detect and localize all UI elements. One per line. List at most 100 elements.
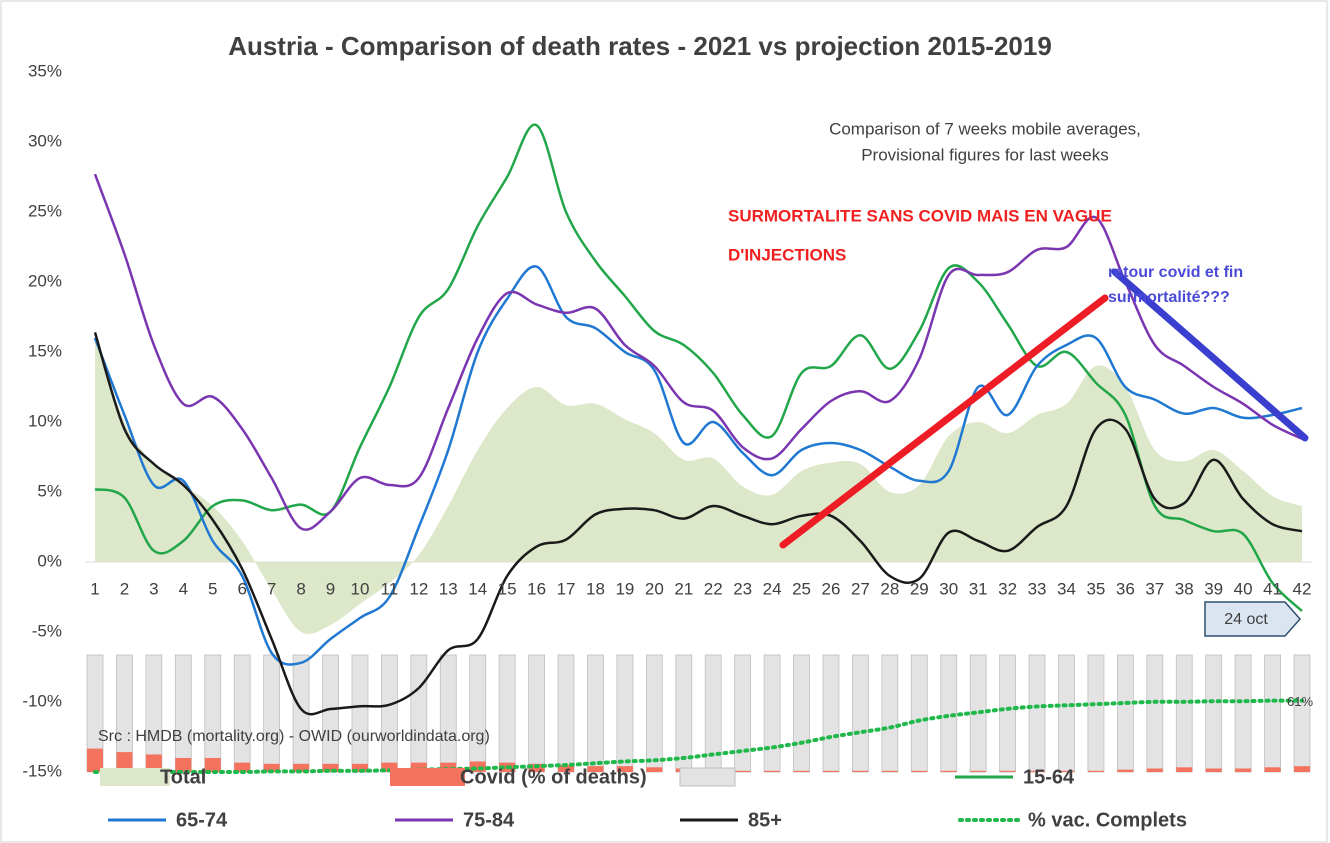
x-tick-label: 35 — [1086, 579, 1105, 598]
bar — [1117, 769, 1134, 772]
bar-background — [1264, 654, 1281, 773]
x-tick-label: 33 — [1028, 579, 1047, 598]
bar — [999, 770, 1016, 772]
x-tick-label: 17 — [557, 579, 576, 598]
bar-background — [204, 654, 222, 773]
y-tick-label: 20% — [28, 271, 62, 290]
x-tick-label: 19 — [615, 579, 634, 598]
y-tick-label: -5% — [32, 621, 62, 640]
x-tick-label: 15 — [498, 579, 517, 598]
x-tick-label: 20 — [645, 579, 664, 598]
x-tick-label: 8 — [296, 579, 305, 598]
bar — [616, 766, 633, 772]
bar — [175, 757, 192, 772]
background-layer — [85, 338, 1312, 773]
area — [95, 338, 1302, 635]
bar-background — [380, 654, 398, 773]
bar — [1235, 768, 1252, 772]
bar — [351, 763, 368, 772]
x-tick-label: 21 — [674, 579, 693, 598]
bar-background — [351, 654, 369, 773]
bar — [469, 761, 486, 772]
x-tick-label: 25 — [792, 579, 811, 598]
x-tick-label: 5 — [208, 579, 217, 598]
bar-background — [1116, 654, 1134, 773]
bar — [440, 762, 457, 772]
x-tick-label: 3 — [149, 579, 158, 598]
bar-background — [910, 654, 928, 773]
x-tick-label: 31 — [969, 579, 988, 598]
x-tick-label: 26 — [822, 579, 841, 598]
x-tick-label: 14 — [468, 579, 487, 598]
chart-title: Austria - Comparison of death rates - 20… — [228, 31, 1052, 61]
x-tick-label: 24 — [763, 579, 782, 598]
x-tick-label: 27 — [851, 579, 870, 598]
y-tick-label: -10% — [22, 691, 62, 710]
bar-background — [263, 654, 281, 773]
bar — [1087, 770, 1104, 772]
legend-label: 85+ — [748, 809, 782, 831]
x-tick-label: 42 — [1293, 579, 1312, 598]
x-tick-label: 34 — [1057, 579, 1076, 598]
line — [93, 332, 1303, 716]
bar — [793, 770, 810, 772]
bar — [1058, 770, 1075, 772]
bar — [1029, 770, 1046, 772]
annotation: D'INJECTIONS — [728, 245, 846, 264]
bar-background — [645, 654, 663, 773]
bar-background — [734, 654, 752, 773]
bar-background — [174, 654, 192, 773]
legend-swatch — [100, 768, 170, 786]
dotted-line — [93, 698, 1304, 775]
plot-layer: 61% — [87, 123, 1313, 775]
legend-swatch — [390, 768, 465, 786]
annotation: surmortalité??? — [1108, 289, 1230, 306]
bar-background — [1028, 654, 1046, 773]
x-tick-label: 7 — [267, 579, 276, 598]
bar-background — [587, 654, 604, 773]
bar — [410, 762, 427, 772]
bar-background — [528, 654, 545, 773]
y-tick-label: 30% — [28, 131, 62, 150]
bar — [145, 754, 162, 772]
drawn-line — [1111, 268, 1309, 442]
subtitle: Comparison of 7 weeks mobile averages, — [829, 119, 1141, 138]
bar-background — [852, 654, 869, 773]
x-tick-label: 2 — [120, 579, 129, 598]
y-tick-label: 10% — [28, 411, 62, 430]
bar — [293, 763, 310, 772]
legend-label: 75-84 — [463, 809, 515, 831]
y-tick-label: 35% — [28, 61, 62, 80]
x-tick-label: 18 — [586, 579, 605, 598]
bar — [263, 763, 280, 772]
x-tick-label: 12 — [409, 579, 428, 598]
bar — [1294, 766, 1310, 772]
y-tick-label: 25% — [28, 201, 62, 220]
annotation: SURMORTALITE SANS COVID MAIS EN VAGUE — [728, 206, 1112, 225]
bar — [911, 770, 928, 772]
bar-background — [1293, 654, 1311, 773]
y-tick-label: -15% — [22, 761, 62, 780]
x-tick-label: 29 — [910, 579, 929, 598]
bar-background — [881, 654, 899, 773]
x-tick-label: 36 — [1116, 579, 1135, 598]
bar-background — [675, 654, 693, 773]
bar — [587, 766, 604, 772]
x-tick-label: 16 — [527, 579, 546, 598]
bar-background — [439, 654, 457, 773]
legend-label: % vac. Complets — [1028, 809, 1187, 831]
bar-background — [1087, 654, 1105, 773]
drawn-line — [779, 294, 1109, 549]
bar-background — [1175, 654, 1193, 773]
bar-background — [616, 654, 634, 773]
bar — [734, 770, 751, 772]
date-label: 24 oct — [1224, 611, 1268, 628]
bar-background — [410, 654, 428, 773]
bar-background — [469, 654, 487, 773]
bar-background — [498, 654, 516, 773]
x-tick-label: 11 — [381, 579, 399, 598]
bar-background — [233, 654, 251, 773]
bar — [87, 748, 103, 772]
bar-background — [1205, 654, 1223, 773]
